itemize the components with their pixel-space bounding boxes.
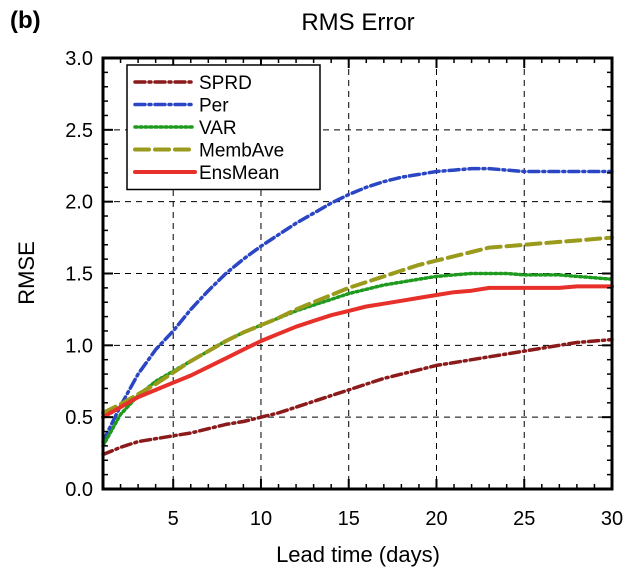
y-tick-label: 1.5 [65, 264, 93, 286]
y-tick-label: 0.0 [65, 479, 93, 501]
y-tick-label: 0.5 [65, 407, 93, 429]
series-line-per [101, 166, 614, 444]
y-tick-label: 3.0 [65, 48, 93, 70]
chart-title: RMS Error [301, 9, 414, 36]
series-line-membave [101, 235, 614, 415]
series-lines [101, 166, 614, 457]
x-tick-label: 25 [513, 508, 535, 530]
y-tick-label: 2.0 [65, 192, 93, 214]
y-axis-label: RMSE [14, 241, 39, 305]
series-line-ensmean [101, 284, 614, 420]
panel-label: (b) [10, 7, 41, 34]
x-tick-label: 10 [250, 508, 272, 530]
y-tick-label: 1.0 [65, 335, 93, 357]
x-tick-label: 20 [425, 508, 447, 530]
series-line-var [101, 271, 614, 448]
legend-label: SPRD [199, 73, 252, 94]
x-tick-label: 15 [338, 508, 360, 530]
series-line-sprd [101, 337, 614, 457]
x-tick-label: 5 [168, 508, 179, 530]
x-axis-label: Lead time (days) [276, 542, 440, 567]
legend-label: VAR [199, 118, 237, 139]
axis-ticks: 5 10 15 20 25 30 0.0 0.5 1.0 1.5 2.0 2.5 3.0 [65, 48, 623, 530]
legend-label: MembAve [199, 141, 284, 162]
x-tick-label: 30 [601, 508, 623, 530]
y-tick-label: 2.5 [65, 120, 93, 142]
legend-label: EnsMean [199, 163, 279, 184]
legend-label: Per [199, 96, 229, 117]
